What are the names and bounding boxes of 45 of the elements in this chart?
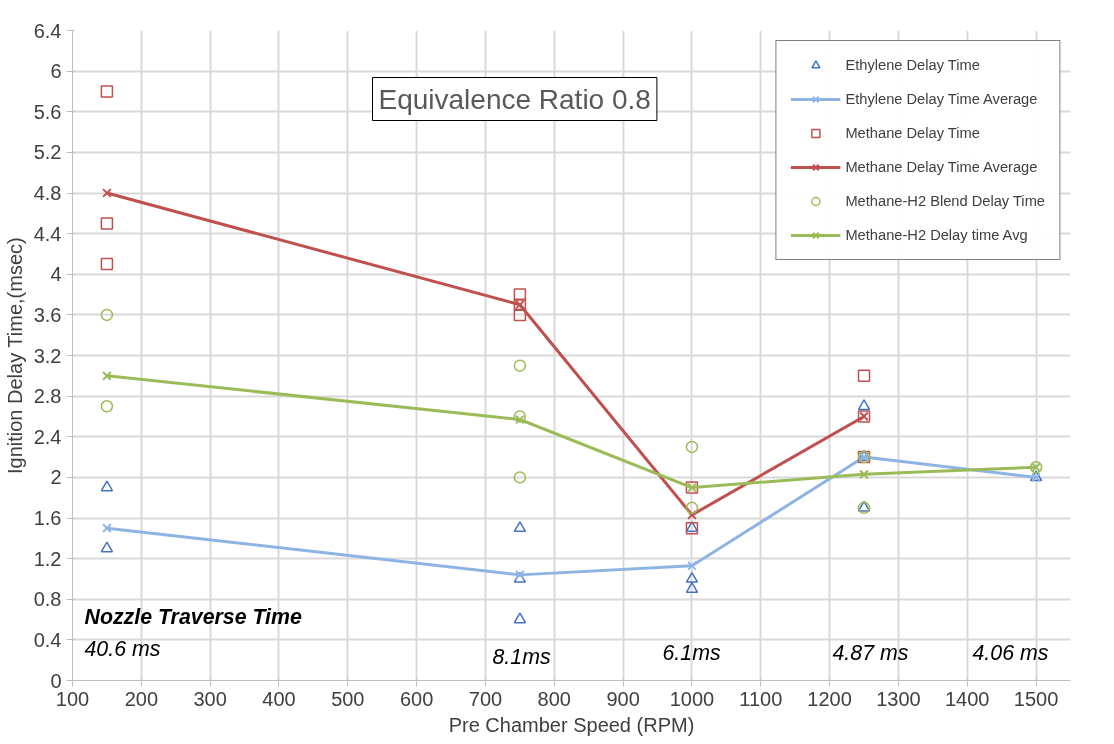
annotation: Nozzle Traverse Time	[84, 604, 302, 629]
x-tick-label: 300	[193, 687, 227, 710]
legend-label: Methane Delay Time	[845, 125, 980, 141]
annotation: 4.06 ms	[972, 640, 1049, 665]
y-tick-label: 5.2	[33, 141, 62, 164]
y-tick-label: 2.4	[33, 425, 62, 448]
y-tick-label: 2.8	[33, 385, 62, 408]
y-tick-label: 5.6	[33, 100, 62, 123]
y-tick-label: 0.8	[33, 588, 62, 611]
y-tick-label: 0.4	[33, 628, 62, 651]
x-tick-label: 1000	[669, 687, 715, 710]
legend-label: Ethylene Delay Time	[845, 57, 980, 73]
x-tick-label: 1400	[945, 687, 990, 710]
legend-label: Methane Delay Time Average	[845, 159, 1038, 175]
x-tick-label: 700	[468, 687, 503, 710]
annotation: 8.1ms	[492, 644, 551, 669]
y-tick-label: 3.6	[33, 303, 62, 326]
x-tick-label: 1200	[807, 687, 852, 710]
legend-label: Ethylene Delay Time Average	[845, 91, 1038, 107]
text: Equivalence Ratio 0.8	[378, 83, 651, 115]
x-axis-title: Pre Chamber Speed (RPM)	[448, 713, 695, 736]
annotation: 40.6 ms	[84, 636, 161, 661]
y-tick-label: 1.2	[33, 547, 62, 570]
x-tick-label: 400	[262, 687, 296, 710]
y-axis-title: Ignition Delay Time,(msec)	[3, 237, 26, 475]
x-tick-label: 500	[331, 687, 365, 710]
x-tick-label: 800	[537, 687, 571, 710]
x-tick-label: 900	[606, 687, 640, 710]
y-tick-label: 3.2	[33, 344, 62, 367]
x-tick-label: 1500	[1013, 687, 1059, 710]
y-tick-label: 4	[50, 263, 62, 286]
y-tick-label: 4.4	[33, 222, 62, 245]
y-tick-label: 2	[50, 466, 62, 489]
legend-label: Methane-H2 Blend Delay Time	[845, 193, 1045, 209]
y-tick-label: 6	[50, 60, 62, 83]
legend-label: Methane-H2 Delay time Avg	[845, 227, 1028, 243]
annotation: 4.87 ms	[832, 640, 909, 665]
x-tick-label: 1300	[876, 687, 921, 710]
x-tick-label: 600	[399, 687, 434, 710]
x-tick-label: 1100	[739, 687, 783, 710]
y-tick-label: 6.4	[33, 19, 62, 42]
y-tick-label: 4.8	[33, 182, 62, 204]
annotation: 6.1ms	[662, 640, 721, 665]
x-tick-label: 200	[124, 687, 159, 710]
y-tick-label: 1.6	[33, 507, 62, 529]
